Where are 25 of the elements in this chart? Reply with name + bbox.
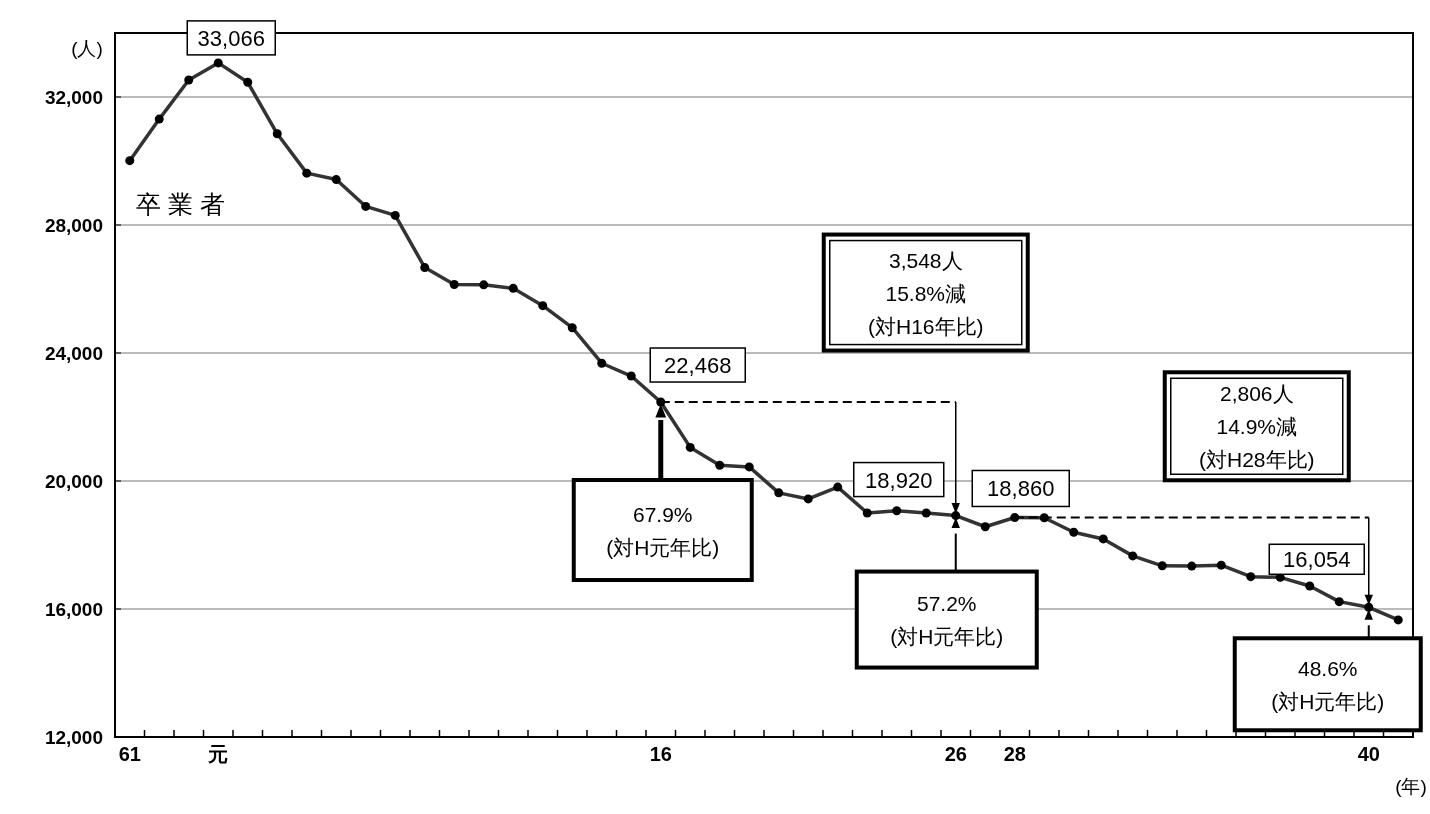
x-tick-label: 26 — [944, 743, 967, 765]
annotation: 48.6% (対H元年比) — [1271, 656, 1385, 713]
annotation: 18,860 — [987, 475, 1055, 501]
x-axis-title: (年) — [1395, 776, 1427, 797]
annotation: 3,548人 15.8%減 (対H16年比) — [867, 248, 984, 338]
x-tick-label: 61 — [118, 743, 141, 765]
annotation: 57.2% (対H元年比) — [890, 591, 1004, 648]
annotation: 18,920 — [865, 467, 933, 493]
annotation: 16,054 — [1283, 546, 1351, 572]
series-label: 卒 業 者 — [135, 189, 225, 218]
y-tick-label: 28,000 — [44, 214, 103, 236]
y-tick-label: 12,000 — [44, 726, 103, 748]
annotation: 2,806人 14.9%減 (対H28年比) — [1198, 381, 1315, 471]
y-axis-title: (人) — [71, 38, 103, 59]
annotation: 33,066 — [197, 25, 265, 51]
annotation: 22,468 — [664, 352, 732, 378]
y-tick-label: 24,000 — [44, 342, 103, 364]
x-tick-label: 16 — [649, 743, 672, 765]
x-tick-label: 28 — [1003, 743, 1026, 765]
y-tick-label: 20,000 — [44, 470, 103, 492]
y-tick-label: 16,000 — [44, 598, 103, 620]
x-tick-label: 元 — [207, 743, 229, 765]
annotation: 67.9% (対H元年比) — [606, 502, 720, 559]
x-tick-label: 40 — [1357, 743, 1380, 765]
y-tick-label: 32,000 — [44, 86, 103, 108]
